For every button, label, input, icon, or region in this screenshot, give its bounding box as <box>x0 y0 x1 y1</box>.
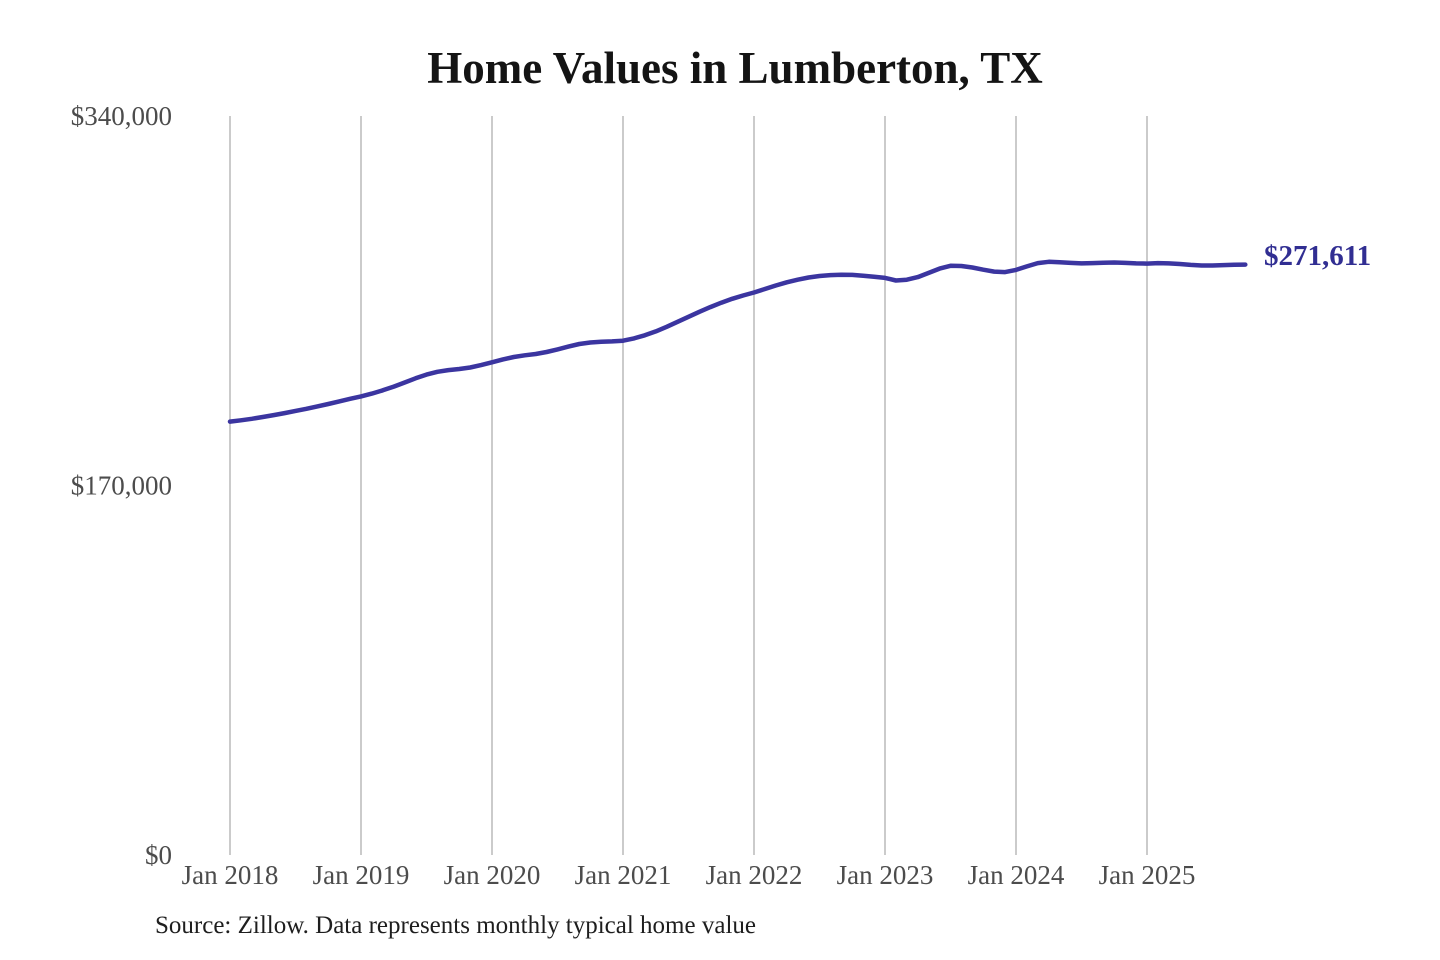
latest-value-label: $271,611 <box>1264 240 1372 272</box>
chart-title: Home Values in Lumberton, TX <box>427 43 1043 93</box>
x-tick-label: Jan 2022 <box>706 860 803 890</box>
home-value-series-line <box>227 259 1248 424</box>
x-tick-label: Jan 2020 <box>444 860 541 890</box>
x-axis-labels: Jan 2018 Jan 2019 Jan 2020 Jan 2021 Jan 2022… <box>182 860 1196 890</box>
x-tick-label: Jan 2018 <box>182 860 279 890</box>
x-tick-label: Jan 2025 <box>1099 860 1196 890</box>
source-note: Source: Zillow. Data represents monthly … <box>155 912 756 939</box>
x-tick-label: Jan 2023 <box>837 860 934 890</box>
y-tick-label: $0 <box>145 840 172 870</box>
x-tick-label: Jan 2024 <box>968 860 1065 890</box>
year-gridlines <box>229 116 1148 855</box>
y-tick-label: $340,000 <box>71 101 172 131</box>
y-axis-labels: $0 $170,000 $340,000 <box>71 101 172 870</box>
x-tick-label: Jan 2019 <box>313 860 410 890</box>
y-tick-label: $170,000 <box>71 471 172 501</box>
x-tick-label: Jan 2021 <box>575 860 672 890</box>
